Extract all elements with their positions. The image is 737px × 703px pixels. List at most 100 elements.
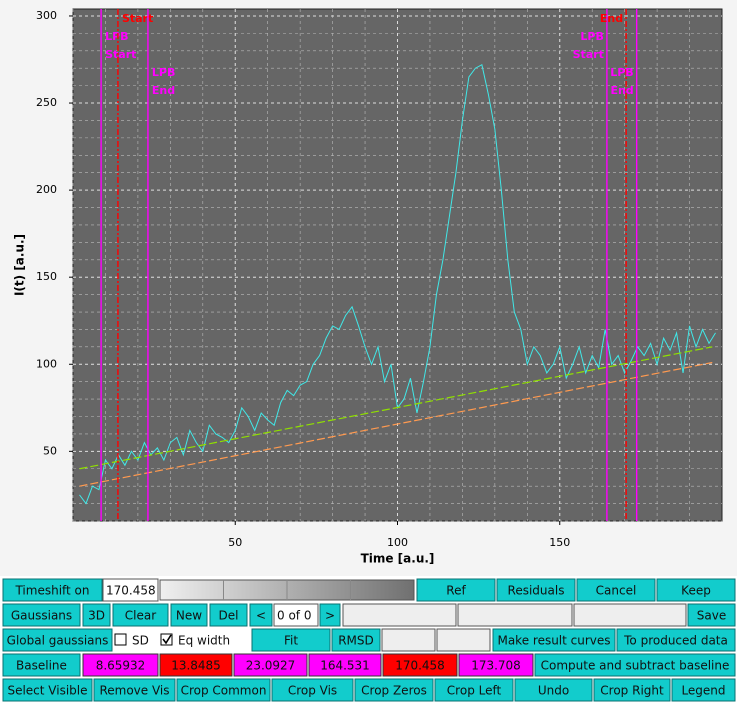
marker-field-text: 23.0927 — [246, 659, 296, 673]
button[interactable] — [82, 603, 111, 627]
marker-label: End — [600, 12, 623, 25]
button-label[interactable]: < — [256, 609, 266, 623]
marker-label: LPB — [580, 30, 603, 43]
y-tick-label: 150 — [36, 270, 57, 283]
marker-label: LPB — [105, 30, 128, 43]
button[interactable] — [319, 603, 341, 627]
empty-field[interactable] — [342, 603, 457, 627]
button-label[interactable]: Keep — [681, 584, 711, 598]
button-label[interactable]: Make result curves — [497, 634, 610, 648]
checkmark — [162, 634, 172, 645]
marker-field-text: 164.531 — [320, 659, 370, 673]
marker-field[interactable] — [308, 653, 382, 677]
empty-field[interactable] — [457, 603, 573, 627]
button[interactable] — [2, 653, 81, 677]
button[interactable] — [2, 628, 113, 652]
button-label[interactable]: Clear — [125, 609, 156, 623]
button-label[interactable]: Crop Right — [600, 684, 664, 698]
button-label[interactable]: Baseline — [16, 659, 67, 673]
button-label[interactable]: RMSD — [338, 634, 374, 648]
x-tick-label: 100 — [387, 536, 408, 549]
y-tick-label: 300 — [36, 9, 57, 22]
button[interactable] — [656, 578, 736, 602]
button[interactable] — [616, 628, 736, 652]
button[interactable] — [2, 578, 103, 602]
marker-field[interactable] — [159, 653, 233, 677]
marker-field[interactable] — [382, 653, 458, 677]
marker-field[interactable] — [458, 653, 534, 677]
button[interactable] — [593, 678, 671, 702]
marker-label: End — [152, 84, 175, 97]
button[interactable] — [170, 603, 208, 627]
empty-field[interactable] — [573, 603, 687, 627]
empty-field[interactable] — [436, 628, 491, 652]
field-text: 0 of 0 — [277, 609, 311, 623]
marker-field[interactable] — [82, 653, 159, 677]
button-label[interactable]: Crop Vis — [288, 684, 337, 698]
button[interactable] — [112, 603, 169, 627]
checkbox[interactable] — [114, 633, 127, 646]
button[interactable] — [271, 678, 354, 702]
button-label[interactable]: Undo — [538, 684, 569, 698]
x-axis-label: Time [a.u.] — [361, 552, 435, 566]
button-label[interactable]: 3D — [88, 609, 105, 623]
checkbox-label[interactable]: Eq width — [178, 634, 230, 648]
button-label[interactable]: Del — [219, 609, 239, 623]
marker-label: Start — [105, 48, 136, 61]
button-label[interactable]: New — [176, 609, 202, 623]
button[interactable] — [416, 578, 496, 602]
button-label[interactable]: Save — [697, 609, 726, 623]
x-tick-label: 150 — [549, 536, 570, 549]
marker-field-text: 170.458 — [395, 659, 445, 673]
y-axis-label: I(t) [a.u.] — [13, 234, 27, 296]
button[interactable] — [671, 678, 736, 702]
y-tick-label: 250 — [36, 96, 57, 109]
x-tick-label: 50 — [228, 536, 242, 549]
empty-field[interactable] — [381, 628, 436, 652]
button-label[interactable]: Crop Common — [181, 684, 267, 698]
button[interactable] — [251, 628, 331, 652]
text-field[interactable] — [102, 578, 159, 602]
button-label[interactable]: Cancel — [596, 584, 637, 598]
y-tick-label: 100 — [36, 357, 57, 370]
button-label[interactable]: To produced data — [623, 634, 728, 648]
button[interactable] — [576, 578, 656, 602]
checkbox[interactable] — [160, 633, 173, 646]
button-label[interactable]: Gaussians — [11, 609, 72, 623]
checkbox-label[interactable]: SD — [132, 634, 149, 648]
button[interactable] — [496, 578, 576, 602]
button[interactable] — [2, 678, 93, 702]
button-label[interactable]: Remove Vis — [99, 684, 169, 698]
button-label[interactable]: Timeshift on — [14, 584, 89, 598]
button-label[interactable]: > — [325, 609, 335, 623]
button-label[interactable]: Select Visible — [7, 684, 87, 698]
button[interactable] — [2, 603, 81, 627]
marker-label: LPB — [610, 66, 633, 79]
button-label[interactable]: Residuals — [508, 584, 565, 598]
field-text: 170.458 — [106, 584, 156, 598]
button[interactable] — [534, 653, 736, 677]
button[interactable] — [354, 678, 434, 702]
button-label[interactable]: Fit — [284, 634, 298, 648]
marker-field-text: 173.708 — [471, 659, 521, 673]
button-label[interactable]: Ref — [446, 584, 466, 598]
button-label[interactable]: Compute and subtract baseline — [541, 659, 730, 673]
button-label[interactable]: Global gaussians — [7, 634, 109, 648]
button[interactable] — [687, 603, 736, 627]
button[interactable] — [514, 678, 593, 702]
button[interactable] — [249, 603, 273, 627]
button-label[interactable]: Crop Zeros — [361, 684, 427, 698]
text-field[interactable] — [273, 603, 319, 627]
button[interactable] — [434, 678, 514, 702]
y-tick-label: 200 — [36, 183, 57, 196]
button-label[interactable]: Legend — [681, 684, 725, 698]
button-label[interactable]: Crop Left — [447, 684, 502, 698]
marker-label: Start — [573, 48, 604, 61]
button[interactable] — [209, 603, 248, 627]
button[interactable] — [331, 628, 381, 652]
y-tick-label: 50 — [43, 444, 57, 457]
button[interactable] — [93, 678, 176, 702]
marker-field[interactable] — [233, 653, 308, 677]
button[interactable] — [492, 628, 616, 652]
button[interactable] — [176, 678, 271, 702]
